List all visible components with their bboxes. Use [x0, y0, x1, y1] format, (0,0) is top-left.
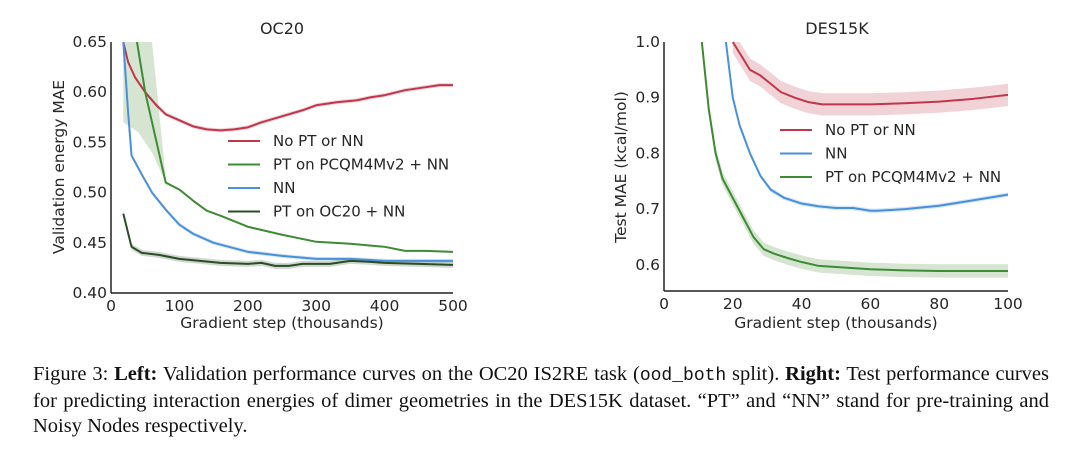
series-line	[700, 41, 1008, 272]
confidence-band	[123, 42, 166, 183]
x-tick-label: 40	[792, 295, 812, 313]
confidence-band	[732, 42, 1008, 116]
series-line	[122, 41, 453, 132]
y-tick-label: 0.6	[635, 256, 660, 274]
y-tick-label: 0.40	[72, 284, 107, 302]
x-tick-label: 100	[993, 295, 1023, 313]
series-line	[724, 41, 1009, 212]
x-tick-label: 0	[106, 297, 116, 315]
legend-label: No PT or NN	[825, 121, 916, 139]
y-tick-label: 0.50	[72, 184, 107, 202]
y-tick-label: 0.60	[72, 83, 107, 101]
confidence-band	[123, 42, 453, 133]
caption-left-label: Left:	[114, 363, 158, 385]
legend-label: PT on OC20 + NN	[273, 203, 405, 221]
y-tick-label: 0.65	[72, 33, 107, 51]
figure-charts: 0 100 200 300 400 500 0.400.450.500.550.600.6…	[50, 19, 1023, 332]
x-tick-label: 0	[659, 295, 669, 313]
x-tick-label: 20	[723, 295, 743, 313]
legend-label: PT on PCQM4Mv2 + NN	[273, 156, 449, 174]
x-tick-label: 200	[233, 297, 263, 315]
y-axis-label: Validation energy MAE	[50, 80, 68, 254]
series-line	[731, 41, 1009, 106]
chart-oc20: 0 100 200 300 400 500 0.40 0.45 0.50 0.55 0.60 0.6…	[50, 19, 468, 332]
caption-code: ood_both	[639, 366, 727, 386]
y-tick-label: 0.9	[635, 89, 660, 107]
x-axis-label: Gradient step (thousands)	[734, 314, 937, 332]
x-tick-label: 300	[301, 297, 331, 315]
caption-prefix: Figure 3:	[33, 363, 115, 385]
x-tick-label: 60	[861, 295, 881, 313]
legend-label: NN	[825, 145, 847, 163]
legend-label: PT on PCQM4Mv2 + NN	[825, 168, 1001, 186]
y-tick-label: 0.8	[635, 144, 660, 162]
caption-left-text: Validation performance curves on the OC2…	[157, 363, 640, 385]
caption-left-text-2: split).	[726, 363, 786, 385]
confidence-band	[123, 42, 453, 263]
x-axis-label: Gradient step (thousands)	[180, 314, 383, 332]
y-tick-label: 1.0	[635, 33, 660, 51]
series-line	[122, 41, 453, 262]
x-tick-label: 80	[929, 295, 949, 313]
y-axis-label: Test MAE (kcal/mol)	[612, 91, 630, 244]
series-line	[136, 41, 454, 253]
chart-title: OC20	[260, 19, 304, 38]
y-tick-label: 0.7	[635, 200, 660, 218]
chart-title: DES15K	[805, 19, 869, 38]
y-tick-label: 0.55	[72, 133, 107, 151]
chart-des15k: 0 20 40 60 80 100 0.6 0.7 0.8 0.9 1.0 DES15K Grad…	[612, 19, 1023, 332]
x-tick-label: 500	[438, 297, 468, 315]
series-line	[122, 213, 454, 267]
x-tick-label: 100	[165, 297, 195, 315]
caption-right-text: Test performance curves for predicting i…	[33, 363, 1050, 437]
legend: No PT or NN PT on PCQM4Mv2 + NN NN PT on OC…	[228, 132, 449, 221]
figure-caption: Figure 3: Left: Validation performance c…	[33, 362, 1049, 439]
x-tick-label: 400	[370, 297, 400, 315]
y-tick-label: 0.45	[72, 234, 107, 252]
legend-label: No PT or NN	[273, 132, 364, 150]
legend: No PT or NN NN PT on PCQM4Mv2 + NN	[780, 121, 1001, 186]
legend-label: NN	[273, 179, 295, 197]
caption-right-label: Right:	[785, 363, 841, 385]
